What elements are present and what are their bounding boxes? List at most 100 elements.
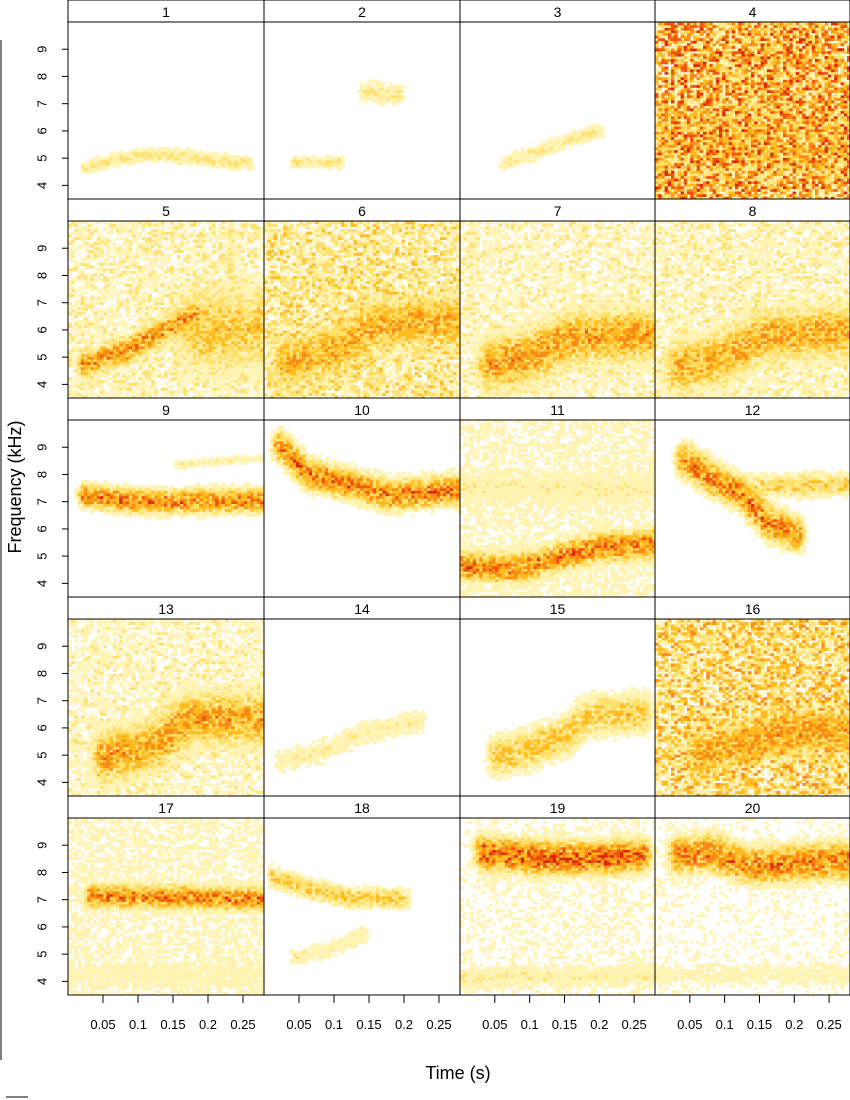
- y-tick-label: 7: [34, 697, 49, 704]
- y-tick-label: 8: [34, 869, 49, 876]
- x-tick-label: 0.25: [426, 1017, 451, 1032]
- y-tick-label: 6: [34, 326, 49, 333]
- panel-1: 1: [67, 0, 265, 200]
- y-tick-label: 7: [34, 498, 49, 505]
- y-tick-label: 9: [34, 444, 49, 451]
- panel-title-1: 1: [162, 4, 170, 20]
- panel-heat-10: [267, 425, 460, 517]
- axes-layer: 4 5 6 7 8 9 4 5 6 7 8 9 4 5 6 7 8 9 4 5 6 7 8 9 4 5 6 7 8 9 0.05 0.1 0.1…: [0, 40, 842, 1098]
- x-tick-label: 0.25: [621, 1017, 646, 1032]
- panel-9: 9: [67, 397, 265, 598]
- x-tick-label: 0.2: [590, 1017, 608, 1032]
- y-tick-label: 8: [34, 272, 49, 279]
- x-tick-label: 0.1: [325, 1017, 343, 1032]
- panel-7: 7: [459, 198, 656, 399]
- panel-heat-14: [273, 710, 428, 774]
- y-tick-label: 6: [34, 724, 49, 731]
- panel-11: 11: [459, 397, 656, 598]
- y-tick-label: 5: [34, 354, 49, 361]
- y-tick-label: 8: [34, 73, 49, 80]
- panel-title-3: 3: [554, 4, 562, 20]
- y-tick-label: 6: [34, 525, 49, 532]
- panel-title-13: 13: [158, 601, 174, 617]
- panel-title-12: 12: [745, 402, 761, 418]
- x-tick-label: 0.1: [129, 1017, 147, 1032]
- panel-heat-18: [267, 862, 412, 965]
- panel-title-4: 4: [749, 4, 757, 20]
- panel-heat-20: [655, 818, 850, 995]
- panel-heat-7: [460, 221, 655, 398]
- y-tick-label: 8: [34, 670, 49, 677]
- panel-title-6: 6: [358, 203, 366, 219]
- panel-20: 20: [654, 795, 850, 996]
- y-tick-label: 6: [34, 127, 49, 134]
- panel-heat-17: [68, 818, 264, 995]
- x-tick-label: 0.05: [286, 1017, 311, 1032]
- panel-heat-4: [655, 22, 850, 199]
- panel-title-16: 16: [745, 601, 761, 617]
- panel-10: 10: [263, 397, 461, 598]
- y-tick-label: 9: [34, 245, 49, 252]
- panel-4: 4: [654, 0, 850, 200]
- panel-16: 16: [654, 596, 850, 797]
- panel-18: 18: [263, 795, 461, 996]
- x-tick-label: 0.15: [747, 1017, 772, 1032]
- y-tick-label: 7: [34, 299, 49, 306]
- panel-heat-12: [671, 438, 850, 556]
- panel-title-11: 11: [550, 402, 565, 418]
- panel-3: 3: [459, 0, 656, 200]
- x-tick-label: 0.2: [785, 1017, 803, 1032]
- x-tick-label: 0.25: [230, 1017, 255, 1032]
- panel-heat-15: [482, 686, 655, 781]
- panel-2: 2: [263, 0, 461, 200]
- y-tick-label: 4: [34, 779, 49, 786]
- y-tick-label: 9: [34, 842, 49, 849]
- panel-17: 17: [67, 795, 265, 996]
- x-tick-label: 0.05: [90, 1017, 115, 1032]
- panel-heat-16: [655, 619, 850, 796]
- panel-title-14: 14: [354, 601, 370, 617]
- y-tick-label: 9: [34, 643, 49, 650]
- x-tick-label: 0.05: [677, 1017, 702, 1032]
- x-tick-label: 0.1: [716, 1017, 734, 1032]
- panel-heat-2: [289, 79, 406, 171]
- y-tick-label: 9: [34, 46, 49, 53]
- x-tick-label: 0.25: [816, 1017, 841, 1032]
- x-tick-label: 0.15: [552, 1017, 577, 1032]
- panel-title-18: 18: [354, 800, 370, 816]
- panel-heat-11: [460, 420, 655, 597]
- x-tick-label: 0.05: [482, 1017, 507, 1032]
- x-axis-title: Time (s): [425, 1063, 490, 1083]
- panel-5: 5: [67, 198, 265, 399]
- panel-title-17: 17: [158, 800, 174, 816]
- y-tick-label: 5: [34, 951, 49, 958]
- y-tick-label: 4: [34, 381, 49, 388]
- panel-heat-8: [655, 221, 850, 398]
- panel-title-5: 5: [162, 203, 170, 219]
- panel-title-2: 2: [358, 4, 366, 20]
- panel-title-20: 20: [745, 800, 761, 816]
- panel-8: 8: [654, 198, 850, 399]
- panel-19: 19: [459, 795, 656, 996]
- panel-12: 12: [654, 397, 850, 598]
- panel-15: 15: [459, 596, 656, 797]
- y-tick-label: 7: [34, 100, 49, 107]
- panel-heat-6: [264, 221, 460, 398]
- panel-heat-9: [74, 454, 264, 520]
- panel-title-9: 9: [162, 402, 170, 418]
- y-tick-label: 5: [34, 155, 49, 162]
- y-tick-label: 4: [34, 182, 49, 189]
- x-tick-label: 0.2: [199, 1017, 217, 1032]
- x-tick-label: 0.1: [521, 1017, 539, 1032]
- panel-6: 6: [263, 198, 461, 399]
- y-axis-title: Frequency (kHz): [5, 420, 25, 553]
- y-tick-label: 5: [34, 553, 49, 560]
- y-tick-label: 8: [34, 471, 49, 478]
- y-tick-label: 5: [34, 752, 49, 759]
- panel-13: 13: [67, 596, 265, 797]
- panel-heat-19: [460, 818, 655, 995]
- panel-14: 14: [263, 596, 461, 797]
- y-tick-label: 7: [34, 896, 49, 903]
- y-tick-label: 6: [34, 923, 49, 930]
